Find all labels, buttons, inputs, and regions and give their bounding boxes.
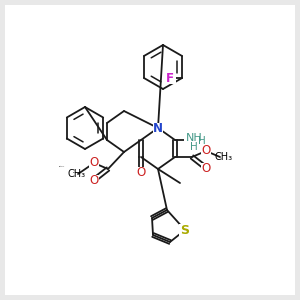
FancyBboxPatch shape [201,163,211,173]
FancyBboxPatch shape [201,146,211,156]
Text: O: O [201,145,211,158]
Text: methyl: methyl [73,171,77,172]
Text: O: O [89,173,99,187]
FancyBboxPatch shape [89,175,99,185]
Text: O: O [201,161,211,175]
Text: O: O [89,157,99,169]
Text: H: H [198,136,206,146]
Text: F: F [166,71,174,85]
FancyBboxPatch shape [5,5,295,295]
Text: NH: NH [186,133,202,143]
Text: S: S [181,224,190,236]
Text: methoxy: methoxy [59,165,65,166]
FancyBboxPatch shape [201,163,211,173]
FancyBboxPatch shape [89,158,99,168]
Text: N: N [153,122,163,134]
Text: H: H [190,142,198,152]
FancyBboxPatch shape [89,175,99,185]
Text: CH₃: CH₃ [215,152,233,162]
Text: O: O [136,166,146,178]
FancyBboxPatch shape [164,72,176,84]
FancyBboxPatch shape [179,224,191,236]
FancyBboxPatch shape [136,167,146,177]
FancyBboxPatch shape [201,146,211,156]
FancyBboxPatch shape [187,135,197,145]
FancyBboxPatch shape [153,123,163,133]
Text: CH₃: CH₃ [68,169,86,179]
FancyBboxPatch shape [184,133,200,147]
FancyBboxPatch shape [89,158,99,168]
